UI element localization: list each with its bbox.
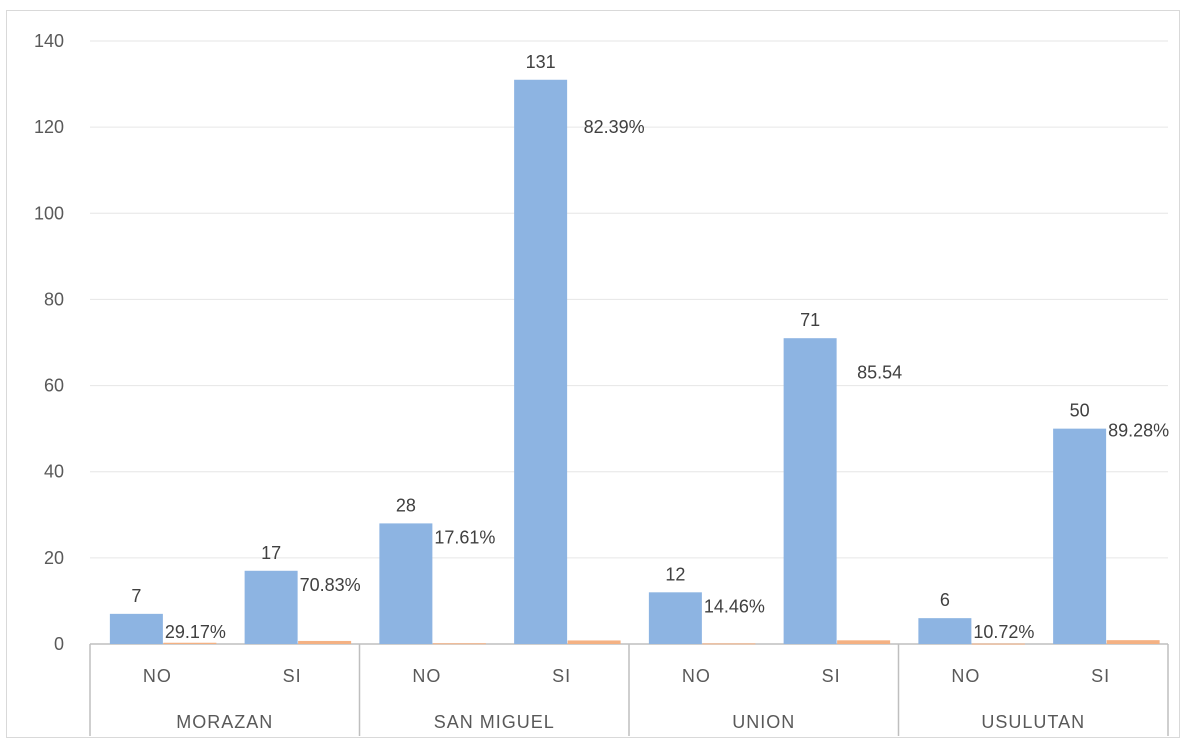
y-tick-label: 140 [34,31,64,51]
x-tick-label: NO [412,666,441,686]
bar [648,592,702,644]
bar [514,79,568,644]
bar [432,643,486,645]
bar [1053,428,1107,644]
data-label: 29.17% [165,622,226,642]
group-label: SAN MIGUEL [434,712,555,732]
bar [567,640,621,644]
y-tick-label: 80 [44,289,64,309]
y-tick-label: 100 [34,203,64,223]
group-label: USULUTAN [981,712,1085,732]
bar [244,570,298,644]
data-label: 89.28% [1108,421,1169,441]
bar [702,643,756,645]
y-tick-label: 60 [44,376,64,396]
data-label: 70.83% [300,575,361,595]
data-label: 71 [800,310,820,330]
bar [837,640,891,644]
x-tick-label: NO [951,666,980,686]
group-label: UNION [732,712,795,732]
x-tick-label: NO [143,666,172,686]
data-label: 12 [665,564,685,584]
data-label: 6 [940,590,950,610]
data-label: 85.54 [857,363,902,383]
data-label: 131 [526,52,556,72]
y-tick-label: 20 [44,548,64,568]
x-tick-label: SI [1091,666,1110,686]
bar [109,613,163,644]
bar [163,642,217,644]
y-tick-label: 40 [44,462,64,482]
data-label: 50 [1070,401,1090,421]
data-label: 7 [131,586,141,606]
bar [971,643,1025,645]
data-label: 10.72% [973,622,1034,642]
x-tick-label: SI [283,666,302,686]
data-label: 14.46% [704,596,765,616]
bar [1106,640,1160,644]
y-tick-label: 120 [34,117,64,137]
y-tick-label: 0 [54,634,64,654]
chart-frame [6,10,1180,738]
data-label: 82.39% [584,117,645,137]
group-label: MORAZAN [176,712,273,732]
data-label: 17.61% [434,527,495,547]
bar [298,640,352,644]
bar [918,618,972,644]
bar [783,338,837,644]
x-tick-label: NO [682,666,711,686]
data-label: 17 [261,543,281,563]
data-label: 28 [396,495,416,515]
x-tick-label: SI [552,666,571,686]
x-tick-label: SI [822,666,841,686]
bar [379,523,433,644]
